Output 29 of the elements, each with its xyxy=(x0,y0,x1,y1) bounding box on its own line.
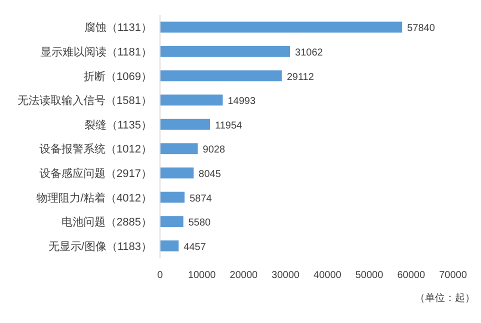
data-label: 5874 xyxy=(190,193,212,204)
y-tick-label: 腐蚀（1131） xyxy=(84,21,152,34)
data-label: 31062 xyxy=(295,47,324,58)
y-tick-label: 设备报警系统（1012） xyxy=(40,142,152,156)
x-tick-label: 30000 xyxy=(272,270,300,281)
y-tick-label: 折断（1069） xyxy=(84,70,152,83)
data-label: 57840 xyxy=(407,23,436,34)
y-tick-label: 设备感应问题（2917） xyxy=(40,166,152,180)
data-label: 14993 xyxy=(228,96,256,108)
y-tick-label: 无法读取输入信号（1581） xyxy=(18,94,152,108)
x-tick-label: 0 xyxy=(157,270,164,281)
y-tick-label: 显示难以阅读（1181） xyxy=(40,45,152,58)
y-tick-label: 无显示/图像（1183） xyxy=(48,240,152,253)
x-tick-label: 20000 xyxy=(230,270,258,281)
y-tick-label: 裂缝（1135） xyxy=(84,119,152,132)
data-label: 5580 xyxy=(188,218,212,229)
x-tick-label: 40000 xyxy=(314,270,342,281)
data-label: 9028 xyxy=(202,144,226,156)
text: （单位：起） xyxy=(415,292,475,304)
x-tick-label: 60000 xyxy=(397,270,426,281)
y-tick-label: 电池问题（2885） xyxy=(62,216,152,229)
data-label: 4457 xyxy=(184,242,206,253)
x-tick-label: 50000 xyxy=(355,270,384,281)
y-tick-label: 物理阻力/粘着（4012） xyxy=(36,191,152,204)
x-tick-label: 70000 xyxy=(439,270,468,281)
x-tick-label: 10000 xyxy=(188,270,216,281)
data-label: 11954 xyxy=(215,120,243,132)
data-label: 8045 xyxy=(198,168,222,180)
data-label: 29112 xyxy=(286,72,314,83)
